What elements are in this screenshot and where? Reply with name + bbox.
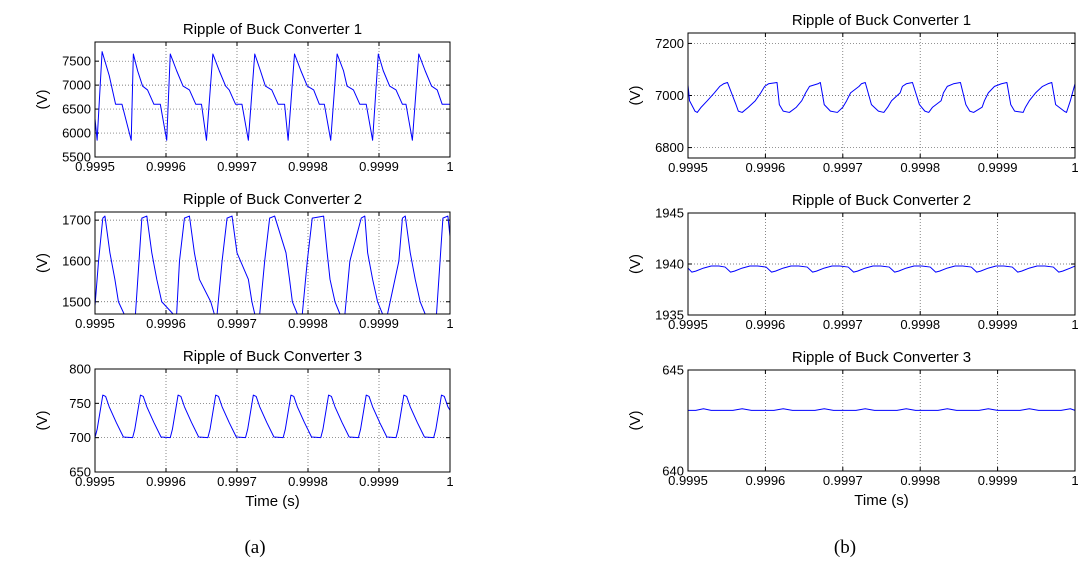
series-line-1 bbox=[687, 265, 1076, 273]
chart-title: Ripple of Buck Converter 1 bbox=[792, 12, 971, 29]
chart-title: Ripple of Buck Converter 2 bbox=[792, 192, 971, 209]
y-tick-label: 700 bbox=[69, 430, 91, 445]
x-tick-label: 0.9995 bbox=[75, 316, 115, 331]
series-line-1 bbox=[94, 394, 451, 439]
x-tick-label: 0.9999 bbox=[978, 160, 1018, 175]
x-tick-label: 1 bbox=[446, 474, 453, 489]
chart-panel-1: 0.9995 0.9996 0.9997 0.9998 0.9999 1 5500 6000 6… bbox=[34, 21, 454, 174]
axes-frame bbox=[687, 212, 1076, 316]
x-tick-label: 0.9995 bbox=[668, 160, 708, 175]
series-line-1 bbox=[688, 408, 1076, 411]
x-tick-label: 0.9999 bbox=[359, 159, 399, 174]
chart-title: Ripple of Buck Converter 3 bbox=[792, 349, 971, 366]
axes-frame bbox=[687, 369, 1076, 472]
x-tick-label: 0.9998 bbox=[288, 474, 328, 489]
y-tick-label: 6800 bbox=[655, 140, 684, 155]
x-axis-label: Time (s) bbox=[854, 492, 908, 509]
y-axis-label: (V) bbox=[627, 411, 644, 431]
x-tick-label: 0.9995 bbox=[75, 159, 115, 174]
y-tick-label: 6500 bbox=[62, 102, 91, 117]
x-tick-label: 0.9995 bbox=[668, 317, 708, 332]
axes-frame bbox=[94, 368, 451, 473]
series-line-1 bbox=[687, 81, 1076, 113]
x-tick-label: 0.9997 bbox=[823, 317, 863, 332]
y-tick-label: 640 bbox=[662, 464, 684, 479]
y-axis-label: (V) bbox=[34, 411, 51, 431]
x-tick-label: 0.9999 bbox=[978, 317, 1018, 332]
y-tick-label: 1935 bbox=[655, 308, 684, 323]
y-tick-label: 645 bbox=[662, 363, 684, 378]
y-tick-label: 1940 bbox=[655, 257, 684, 272]
y-tick-label: 5500 bbox=[62, 150, 91, 165]
x-tick-label: 0.9998 bbox=[288, 159, 328, 174]
x-tick-label: 0.9996 bbox=[746, 473, 786, 488]
y-tick-label: 750 bbox=[69, 396, 91, 411]
panel-label-b: (b) bbox=[834, 537, 856, 558]
axes-frame bbox=[94, 41, 451, 158]
x-tick-label: 0.9996 bbox=[746, 317, 786, 332]
y-tick-label: 7200 bbox=[655, 36, 684, 51]
x-tick-label: 0.9999 bbox=[978, 473, 1018, 488]
x-tick-label: 1 bbox=[1071, 317, 1078, 332]
x-tick-label: 0.9997 bbox=[217, 159, 257, 174]
axes-frame bbox=[687, 32, 1076, 159]
plot-area bbox=[95, 42, 450, 157]
x-tick-label: 0.9998 bbox=[900, 317, 940, 332]
x-tick-label: 0.9996 bbox=[146, 316, 186, 331]
x-tick-label: 1 bbox=[1071, 160, 1078, 175]
x-tick-label: 0.9997 bbox=[217, 474, 257, 489]
x-tick-label: 0.9999 bbox=[359, 316, 399, 331]
y-tick-label: 1945 bbox=[655, 206, 684, 221]
x-tick-label: 0.9996 bbox=[746, 160, 786, 175]
axes-frame bbox=[94, 211, 451, 315]
y-axis-label: (V) bbox=[34, 253, 51, 273]
x-tick-label: 1 bbox=[446, 159, 453, 174]
plot-area bbox=[688, 33, 1075, 158]
y-tick-label: 800 bbox=[69, 362, 91, 377]
chart-title: Ripple of Buck Converter 1 bbox=[183, 21, 362, 38]
y-tick-label: 7000 bbox=[655, 88, 684, 103]
chart-panel-3: 0.9995 0.9996 0.9997 0.9998 0.9999 1 650 700 750… bbox=[34, 348, 454, 510]
series-line-1 bbox=[94, 51, 450, 141]
x-tick-label: 0.9997 bbox=[823, 473, 863, 488]
chart-panel-4: 0.9995 0.9996 0.9997 0.9998 0.9999 1 6800 7000 7… bbox=[627, 12, 1079, 175]
x-tick-label: 1 bbox=[1071, 473, 1078, 488]
y-tick-label: 7500 bbox=[62, 54, 91, 69]
x-tick-label: 0.9998 bbox=[288, 316, 328, 331]
x-tick-label: 1 bbox=[446, 316, 453, 331]
x-tick-label: 0.9997 bbox=[217, 316, 257, 331]
y-tick-label: 1600 bbox=[62, 253, 91, 268]
y-tick-label: 650 bbox=[69, 465, 91, 480]
x-tick-label: 0.9998 bbox=[900, 473, 940, 488]
x-tick-label: 0.9996 bbox=[146, 159, 186, 174]
plot-area bbox=[95, 369, 450, 472]
x-tick-label: 0.9995 bbox=[668, 473, 708, 488]
x-tick-label: 0.9997 bbox=[823, 160, 863, 175]
x-tick-label: 0.9998 bbox=[900, 160, 940, 175]
x-axis-label: Time (s) bbox=[245, 493, 299, 510]
y-axis-label: (V) bbox=[627, 86, 644, 106]
chart-title: Ripple of Buck Converter 3 bbox=[183, 348, 362, 365]
plot-area bbox=[688, 370, 1075, 471]
chart-title: Ripple of Buck Converter 2 bbox=[183, 191, 362, 208]
chart-panel-2: 0.9995 0.9996 0.9997 0.9998 0.9999 1 1500 1600 1… bbox=[34, 191, 454, 331]
series-line-1 bbox=[94, 215, 451, 315]
panel-label-a: (a) bbox=[244, 537, 265, 558]
chart-panel-5: 0.9995 0.9996 0.9997 0.9998 0.9999 1 1935 1940 1… bbox=[627, 192, 1079, 332]
x-tick-label: 0.9995 bbox=[75, 474, 115, 489]
y-axis-label: (V) bbox=[34, 90, 51, 110]
x-tick-label: 0.9999 bbox=[359, 474, 399, 489]
y-tick-label: 6000 bbox=[62, 126, 91, 141]
y-tick-label: 1500 bbox=[62, 294, 91, 309]
y-tick-label: 1700 bbox=[62, 213, 91, 228]
plot-area bbox=[688, 213, 1075, 315]
chart-panel-6: 0.9995 0.9996 0.9997 0.9998 0.9999 1 640 645 Rip… bbox=[627, 349, 1079, 509]
y-axis-label: (V) bbox=[627, 254, 644, 274]
x-tick-label: 0.9996 bbox=[146, 474, 186, 489]
y-tick-label: 7000 bbox=[62, 78, 91, 93]
